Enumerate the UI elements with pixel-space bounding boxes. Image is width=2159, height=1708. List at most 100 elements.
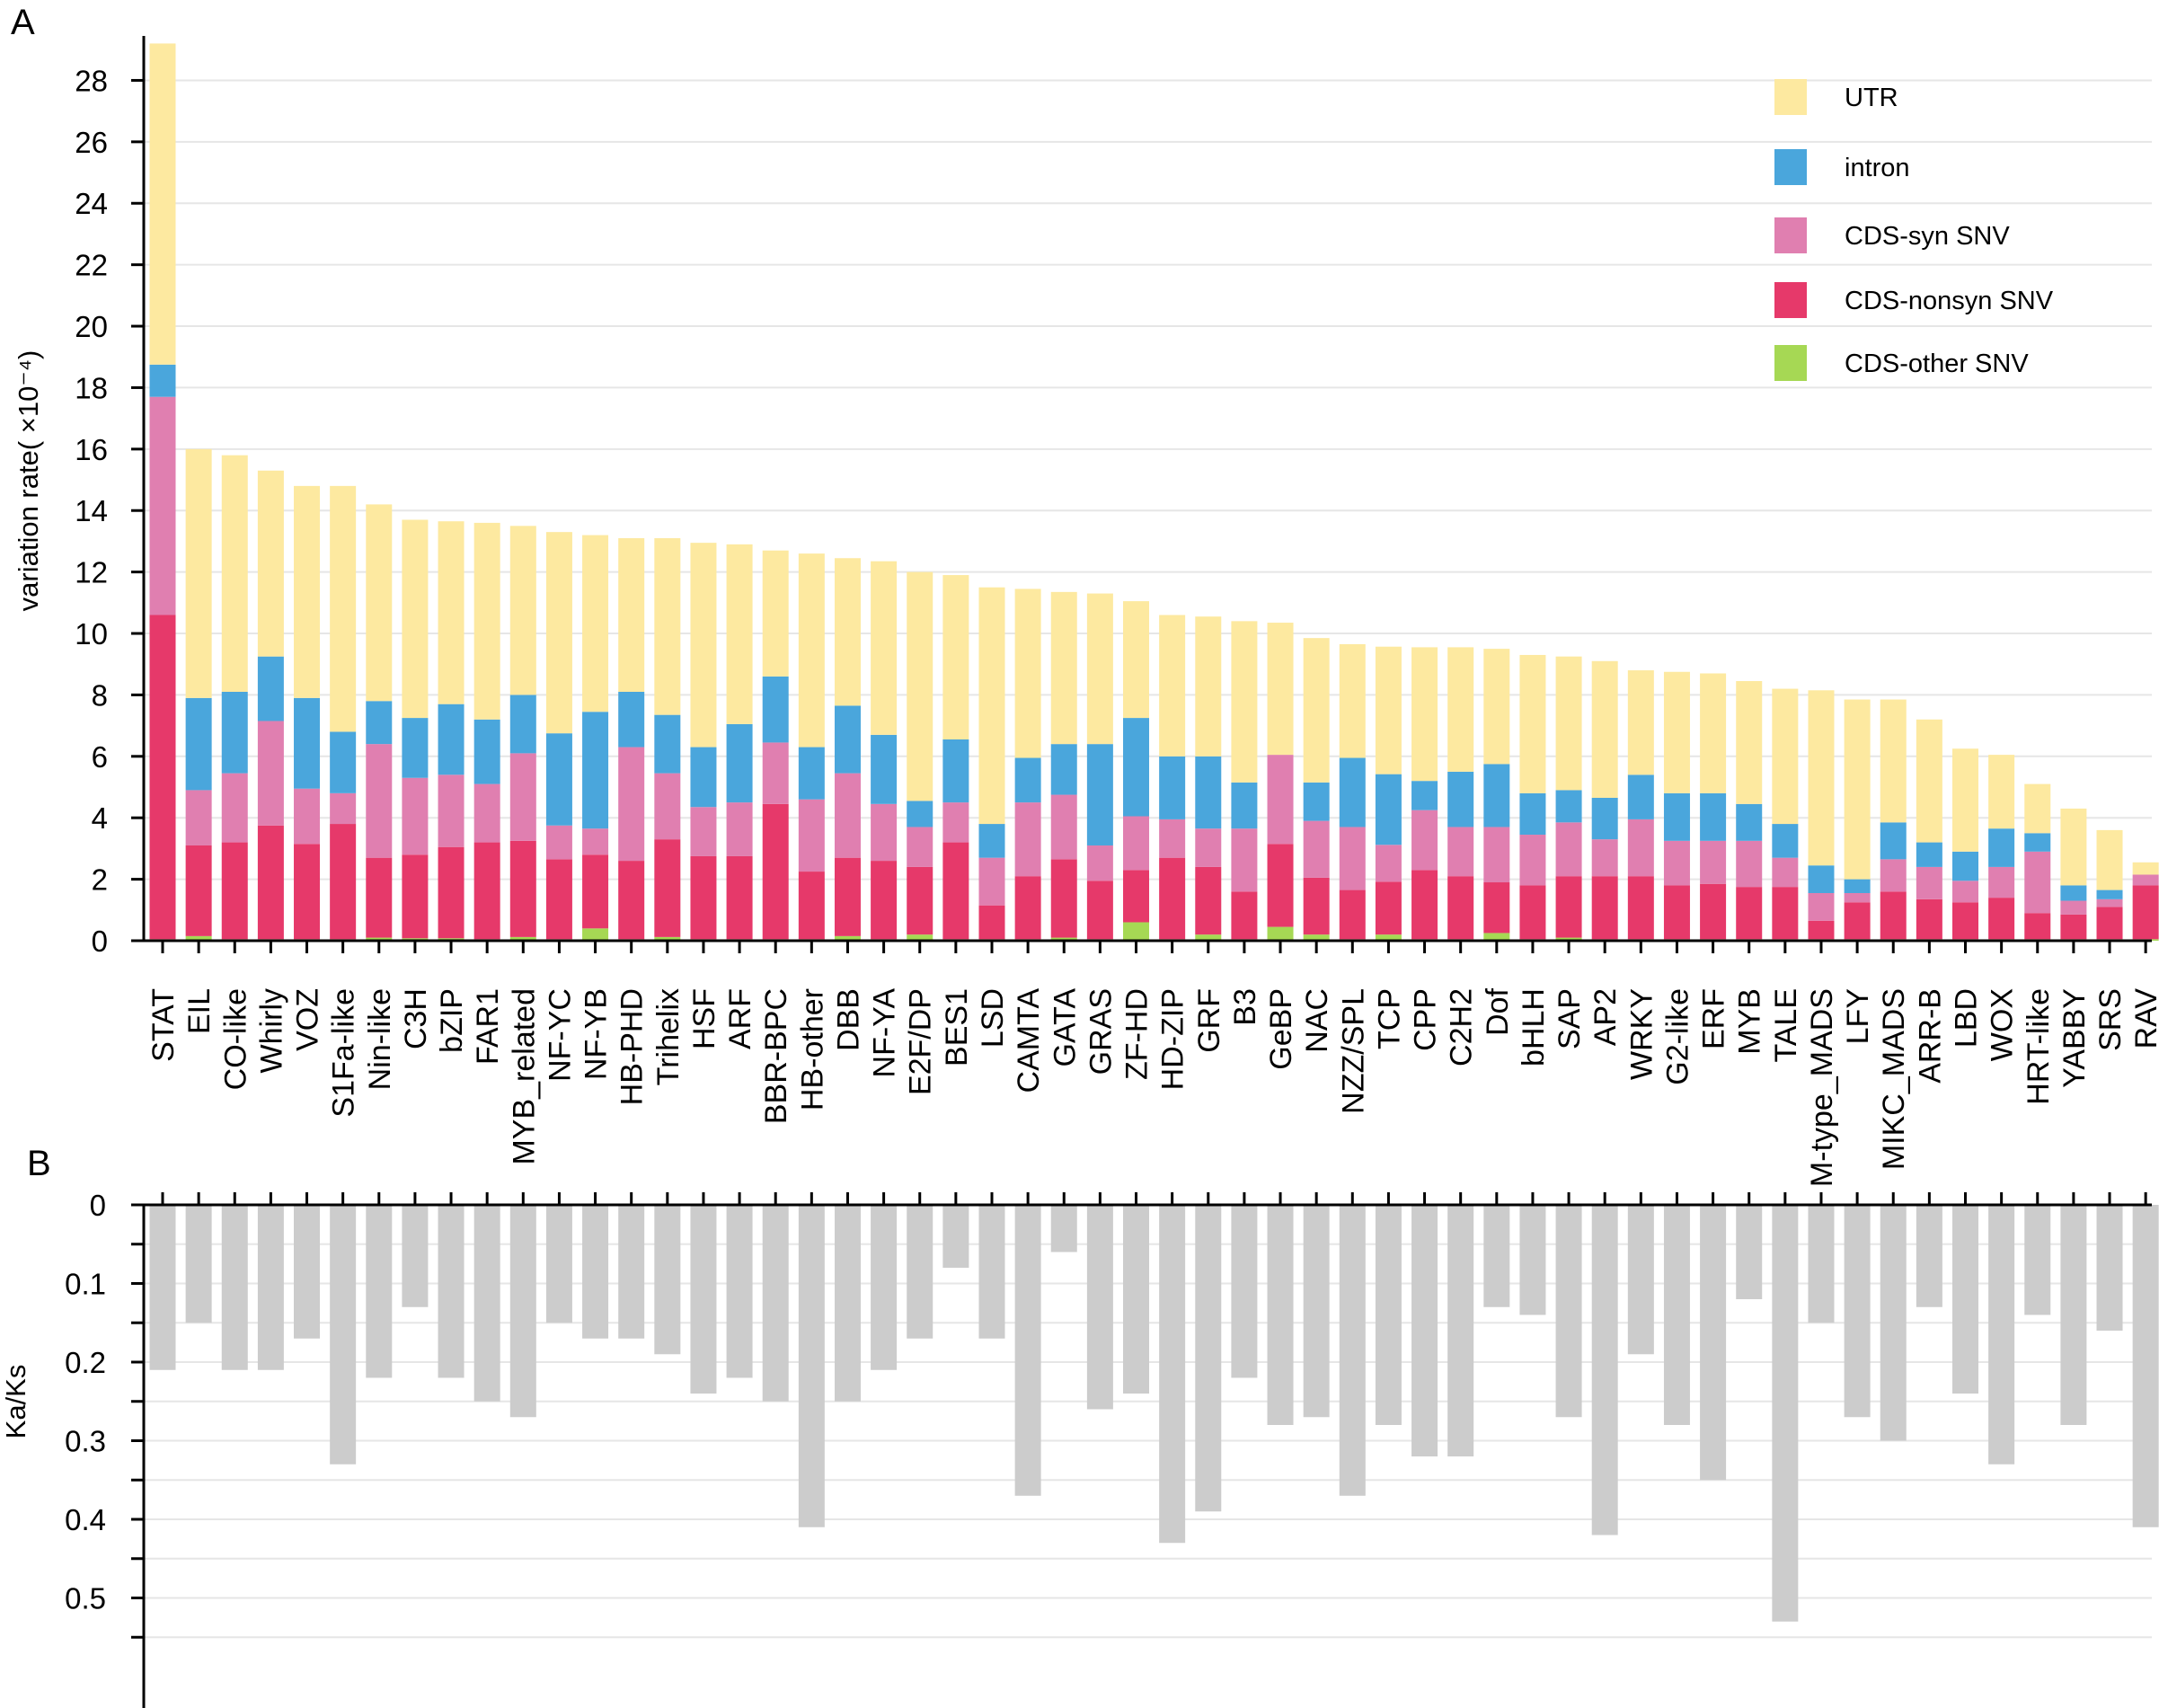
- kaks-bar-myb: [1736, 1205, 1763, 1299]
- category-label: NF-YB: [580, 988, 614, 1080]
- kaks-bar-hb-other: [798, 1205, 825, 1527]
- bar-cds-syn-snv-mikc-mads: [1880, 859, 1907, 892]
- bar-cds-other-snv-nin-like: [366, 937, 393, 941]
- bar-cds-nonsyn-snv-hrt-like: [2024, 913, 2051, 940]
- kaks-bar-myb-related: [509, 1205, 536, 1418]
- bar-cds-syn-snv-nf-yc: [545, 825, 572, 860]
- category-label: ARF: [723, 988, 757, 1049]
- bar-cds-other-snv-nf-yb: [582, 928, 609, 941]
- kaks-bar-nac: [1303, 1205, 1330, 1418]
- bar-utr-gata: [1050, 591, 1077, 745]
- bar-cds-nonsyn-snv-s1fa-like: [330, 824, 357, 940]
- bar-cds-nonsyn-snv-whirly: [257, 825, 284, 940]
- bar-cds-syn-snv-trihelix: [654, 773, 681, 840]
- bar-utr-gebp: [1267, 623, 1294, 756]
- bar-cds-syn-snv-rav: [2132, 874, 2159, 886]
- bar-utr-bhlh: [1519, 654, 1546, 793]
- bar-cds-other-snv-myb-related: [509, 936, 536, 941]
- bar-utr-s1fa-like: [330, 485, 357, 732]
- bar-utr-arf: [726, 544, 753, 724]
- bar-intron-hb-phd: [618, 691, 645, 748]
- kaks-bar-erf: [1700, 1205, 1727, 1481]
- category-label: CAMTA: [1012, 988, 1046, 1093]
- panel-a-y-tick-label: 12: [75, 556, 108, 589]
- bar-intron-s1fa-like: [330, 731, 357, 793]
- bar-utr-tale: [1772, 688, 1799, 825]
- kaks-bar-gata: [1050, 1205, 1077, 1252]
- bar-cds-syn-snv-c2h2: [1447, 827, 1474, 877]
- bar-cds-nonsyn-snv-co-like: [221, 842, 248, 940]
- kaks-bar-gras: [1086, 1205, 1113, 1410]
- bar-cds-nonsyn-snv-nf-yc: [545, 859, 572, 940]
- category-label: TCP: [1372, 988, 1406, 1049]
- bar-cds-nonsyn-snv-m-type-mads: [1808, 920, 1835, 940]
- kaks-bar-nf-yb: [582, 1205, 609, 1339]
- category-label: BBR-BPC: [759, 988, 793, 1124]
- bar-utr-arr-b: [1916, 719, 1942, 843]
- bar-cds-nonsyn-snv-gebp: [1267, 844, 1294, 927]
- bar-cds-nonsyn-snv-wox: [1988, 898, 2015, 940]
- bar-cds-nonsyn-snv-bzip: [438, 846, 465, 939]
- category-label: HB-PHD: [615, 988, 650, 1105]
- kaks-bar-hb-phd: [618, 1205, 645, 1339]
- bar-intron-trihelix: [654, 714, 681, 774]
- bar-utr-erf: [1700, 673, 1727, 793]
- panel-a-y-tick-label: 4: [92, 801, 108, 835]
- bar-intron-m-type-mads: [1808, 865, 1835, 893]
- panel-b-bars: [149, 1205, 2159, 1622]
- bar-utr-whirly: [257, 470, 284, 657]
- bar-utr-voz: [294, 485, 321, 698]
- bar-cds-nonsyn-snv-hd-zip: [1159, 857, 1186, 940]
- bar-cds-syn-snv-hb-phd: [618, 747, 645, 862]
- bar-intron-gras: [1086, 744, 1113, 845]
- kaks-bar-bzip: [438, 1205, 465, 1378]
- bar-utr-rav: [2132, 862, 2159, 875]
- bar-cds-nonsyn-snv-lfy: [1844, 902, 1871, 940]
- category-label: LFY: [1841, 988, 1875, 1044]
- legend-swatch: [1774, 149, 1807, 185]
- bar-intron-nf-ya: [871, 734, 898, 804]
- bar-cds-syn-snv-srs: [2096, 898, 2123, 907]
- bar-intron-voz: [294, 697, 321, 789]
- kaks-bar-g2-like: [1663, 1205, 1690, 1425]
- bar-cds-syn-snv-hd-zip: [1159, 819, 1186, 858]
- kaks-bar-trihelix: [654, 1205, 681, 1355]
- kaks-bar-co-like: [221, 1205, 248, 1370]
- bar-cds-syn-snv-s1fa-like: [330, 792, 357, 825]
- kaks-bar-lbd: [1952, 1205, 1978, 1394]
- category-label: M-type_MADS: [1805, 988, 1839, 1187]
- legend-swatch: [1774, 282, 1807, 318]
- category-label: ZF-HD: [1120, 988, 1155, 1080]
- bar-cds-syn-snv-bzip: [438, 774, 465, 847]
- category-label: Trihelix: [651, 988, 686, 1085]
- category-label: Nin-like: [363, 988, 397, 1090]
- bar-utr-grf: [1195, 616, 1222, 757]
- bar-utr-hb-phd: [618, 538, 645, 692]
- bar-utr-lsd: [978, 587, 1005, 825]
- bar-intron-whirly: [257, 656, 284, 721]
- bar-cds-other-snv-nac: [1303, 934, 1330, 941]
- bar-cds-syn-snv-zf-hd: [1123, 816, 1150, 871]
- bar-intron-gata: [1050, 744, 1077, 795]
- category-label: ERF: [1697, 988, 1731, 1049]
- kaks-bar-hd-zip: [1159, 1205, 1186, 1544]
- bar-cds-nonsyn-snv-lbd: [1952, 902, 1978, 940]
- bar-cds-nonsyn-snv-hb-phd: [618, 861, 645, 940]
- bar-cds-syn-snv-wox: [1988, 866, 2015, 898]
- bar-utr-far1: [473, 522, 500, 720]
- category-label: NAC: [1300, 988, 1334, 1053]
- kaks-bar-gebp: [1267, 1205, 1294, 1425]
- bar-intron-nin-like: [366, 701, 393, 745]
- bar-utr-camta: [1014, 589, 1041, 758]
- bar-utr-dbb: [834, 558, 861, 706]
- bar-intron-hrt-like: [2024, 833, 2051, 852]
- kaks-bar-wrky: [1627, 1205, 1654, 1355]
- bar-intron-myb: [1736, 803, 1763, 841]
- bar-cds-syn-snv-gebp: [1267, 755, 1294, 845]
- kaks-bar-c2h2: [1447, 1205, 1474, 1456]
- panel-a-y-tick-label: 22: [75, 249, 108, 282]
- bar-cds-nonsyn-snv-grf: [1195, 866, 1222, 935]
- bar-cds-other-snv-eil: [185, 935, 212, 941]
- category-label: MYB_related: [507, 988, 541, 1165]
- kaks-bar-m-type-mads: [1808, 1205, 1835, 1323]
